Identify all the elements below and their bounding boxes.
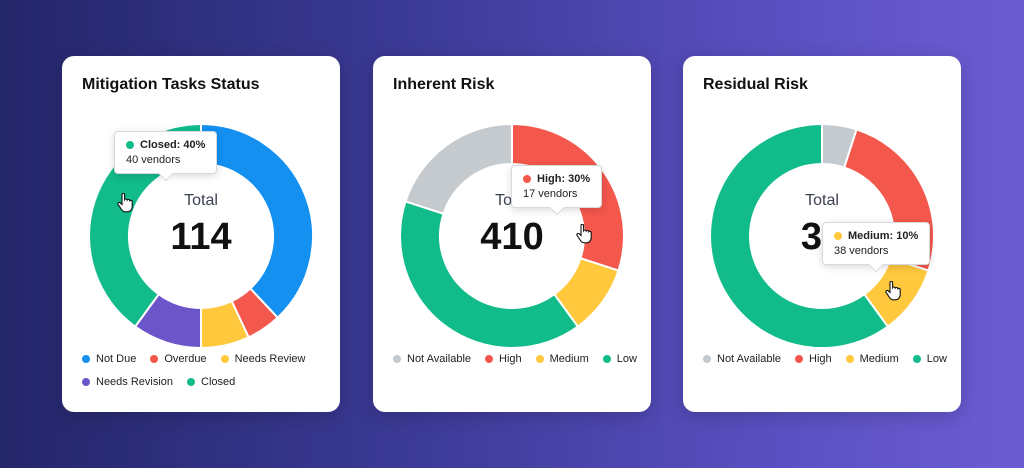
legend-color-dot xyxy=(150,355,159,363)
legend-color-dot xyxy=(535,355,544,363)
legend-color-dot xyxy=(485,355,494,363)
legend-item-closed[interactable]: Closed xyxy=(187,376,235,388)
total-label: Total xyxy=(805,192,839,209)
tooltip-detail: 40 vendors xyxy=(126,154,181,166)
legend-color-dot xyxy=(393,355,401,363)
card-title: Residual Risk xyxy=(703,76,808,93)
tooltip-color-dot xyxy=(834,232,842,240)
chart-legend: Not Available High Medium Low xyxy=(393,353,638,365)
legend-color-dot xyxy=(845,355,854,363)
slice-not-due[interactable] xyxy=(200,122,314,320)
legend-label: Not Due xyxy=(96,353,137,365)
donut-chart xyxy=(399,122,625,349)
legend-item-medium[interactable]: Medium xyxy=(845,353,899,365)
legend-item-low[interactable]: Low xyxy=(602,353,637,365)
legend-label: High xyxy=(499,353,522,365)
legend-item-needs-revision[interactable]: Needs Revision xyxy=(82,376,173,388)
chart-legend: Not Due Overdue Needs Review Needs Revision… xyxy=(82,353,327,388)
legend-color-dot xyxy=(82,355,90,363)
tooltip-label: Closed: 40% xyxy=(140,139,206,151)
slice-not-available[interactable] xyxy=(404,122,513,216)
tooltip-detail: 17 vendors xyxy=(523,188,578,200)
tooltip-color-dot xyxy=(523,175,531,183)
legend-color-dot xyxy=(912,355,921,363)
legend-label: Not Available xyxy=(717,353,782,365)
legend-item-low[interactable]: Low xyxy=(912,353,947,365)
hand-pointer-icon xyxy=(117,193,133,213)
total-value: 114 xyxy=(170,216,232,258)
slice-low[interactable] xyxy=(709,122,890,349)
slice-closed[interactable] xyxy=(88,122,202,329)
legend-item-not-available[interactable]: Not Available xyxy=(393,353,471,365)
total-value: 410 xyxy=(480,216,544,258)
tooltip-detail: 38 vendors xyxy=(834,245,889,257)
legend-label: Low xyxy=(616,353,637,365)
legend-item-overdue[interactable]: Overdue xyxy=(150,353,207,365)
legend-item-needs-review[interactable]: Needs Review xyxy=(220,353,306,365)
tooltip-label: Medium: 10% xyxy=(848,230,919,242)
legend-label: Medium xyxy=(859,353,899,365)
card-title: Mitigation Tasks Status xyxy=(82,76,260,93)
legend-label: Low xyxy=(926,353,947,365)
chart-tooltip: Medium: 10% 38 vendors xyxy=(822,222,931,265)
legend-color-dot xyxy=(602,355,611,363)
inherent-risk-card: Inherent Risk Total 410 Not AvailableHig… xyxy=(373,56,651,412)
legend-label: High xyxy=(809,353,832,365)
chart-tooltip: Closed: 40% 40 vendors xyxy=(114,131,218,174)
legend-color-dot xyxy=(220,355,229,363)
total-label: Total xyxy=(184,192,218,209)
legend-color-dot xyxy=(82,378,90,386)
legend-color-dot xyxy=(187,378,196,386)
legend-item-high[interactable]: High xyxy=(485,353,522,365)
hand-pointer-icon xyxy=(576,224,592,244)
slice-low[interactable] xyxy=(399,200,580,349)
legend-label: Not Available xyxy=(407,353,472,365)
legend-label: Medium xyxy=(549,353,589,365)
chart-legend: Not Available High Medium Low xyxy=(703,353,948,365)
legend-color-dot xyxy=(795,355,804,363)
mitigation-tasks-card: Mitigation Tasks Status Total 114 Not Du… xyxy=(62,56,340,412)
residual-risk-card: Residual Risk Total 36 Not AvailableHigh… xyxy=(683,56,961,412)
legend-label: Needs Revision xyxy=(96,376,174,388)
legend-label: Overdue xyxy=(164,353,207,365)
legend-label: Closed xyxy=(201,376,236,388)
legend-color-dot xyxy=(703,355,711,363)
legend-item-high[interactable]: High xyxy=(795,353,832,365)
hand-pointer-icon xyxy=(885,281,901,301)
chart-tooltip: High: 30% 17 vendors xyxy=(511,165,603,208)
card-title: Inherent Risk xyxy=(393,76,495,93)
tooltip-color-dot xyxy=(126,141,134,149)
legend-item-medium[interactable]: Medium xyxy=(535,353,589,365)
legend-item-not-due[interactable]: Not Due xyxy=(82,353,136,365)
tooltip-label: High: 30% xyxy=(537,173,591,185)
legend-label: Needs Review xyxy=(234,353,306,365)
legend-item-not-available[interactable]: Not Available xyxy=(703,353,781,365)
donut-chart xyxy=(88,122,314,350)
